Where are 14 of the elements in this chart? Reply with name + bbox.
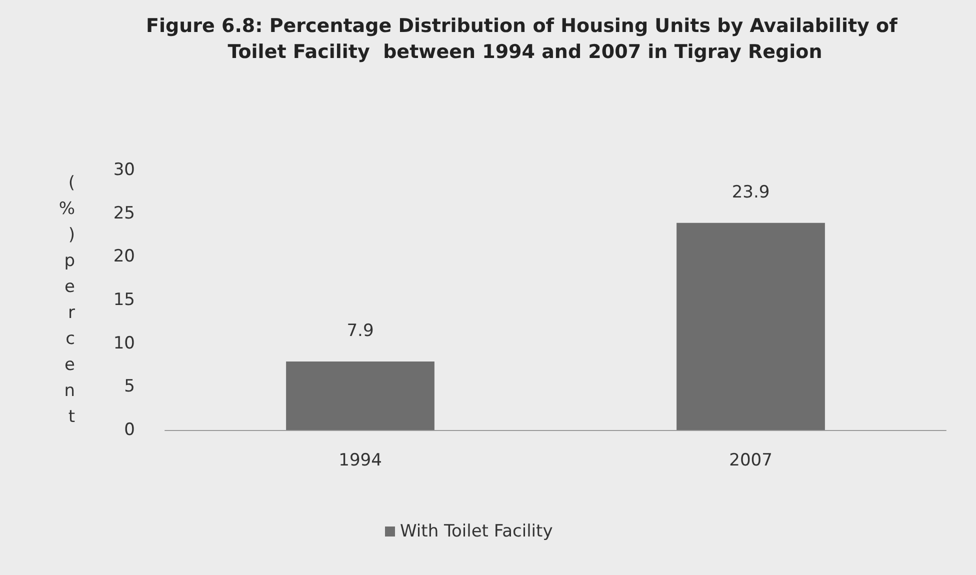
y-tick-label: 20 [113,246,135,267]
x-tick-label: 1994 [338,450,382,470]
y-tick-label: 5 [124,376,135,397]
x-tick-label: 2007 [729,450,772,470]
y-tick-label: 0 [124,420,135,440]
data-label: 23.9 [732,182,770,202]
text: (%) percent [58,173,75,427]
legend-label: With Toilet Facility [400,522,553,542]
y-tick-label: 30 [113,160,135,180]
chart-title: Figure 6.8: Percentage Distribution of Housing Units by Availability of Toilet Facility between 1994 and 2007 in Tigray Region [146,15,904,63]
y-tick-label: 15 [113,290,135,310]
y-tick-label: 25 [113,203,135,224]
y-tick-label: 10 [113,333,135,354]
data-label: 7.9 [346,321,374,342]
